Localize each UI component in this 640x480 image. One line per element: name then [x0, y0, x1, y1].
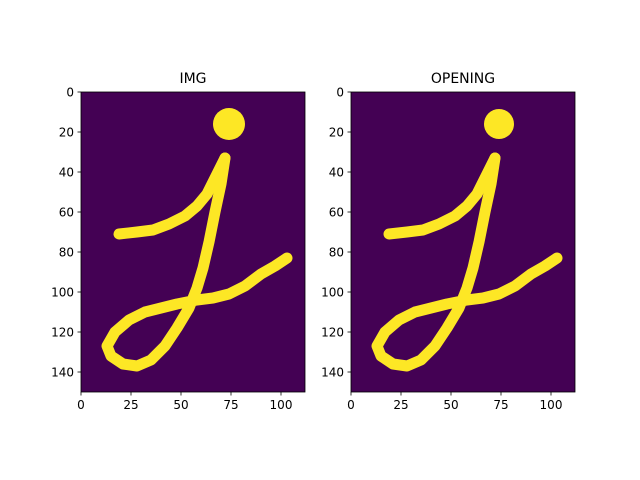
y-tick-label: 100 [321, 285, 344, 299]
img-panel: 0 25 50 75 100 0 20 40 60 80 100 120 140 IMG [51, 71, 306, 412]
y-tick-label: 140 [51, 365, 74, 379]
y-tick-label: 140 [321, 365, 344, 379]
x-tick-label: 25 [393, 398, 408, 412]
y-tick-label: 60 [329, 205, 344, 219]
axes-frame [350, 91, 576, 393]
y-tick-label: 80 [329, 245, 344, 259]
y-tick-label: 120 [321, 325, 344, 339]
image-background [81, 92, 305, 392]
x-tick-label: 75 [223, 398, 238, 412]
glyph-stroke-1 [101, 152, 293, 372]
x-tick-label: 100 [270, 398, 293, 412]
glyph-dot-0 [213, 108, 245, 140]
y-tick-label: 100 [51, 285, 74, 299]
glyph-stroke-0 [113, 152, 231, 240]
x-tick-label: 25 [123, 398, 138, 412]
panel-title: IMG [179, 71, 206, 87]
x-tick-label: 50 [173, 398, 188, 412]
panel-title: OPENING [431, 71, 495, 87]
axes-frame [80, 91, 306, 393]
y-tick-label: 60 [59, 205, 74, 219]
y-tick-label: 0 [336, 85, 344, 99]
y-tick-label: 20 [329, 125, 344, 139]
x-tick-label: 50 [443, 398, 458, 412]
x-tick-label: 0 [77, 398, 85, 412]
image-background [351, 92, 575, 392]
x-tick-label: 0 [347, 398, 355, 412]
image-foreground [101, 108, 293, 372]
y-tick-label: 0 [66, 85, 74, 99]
y-tick-label: 40 [59, 165, 74, 179]
y-tick-label: 80 [59, 245, 74, 259]
y-tick-label: 40 [329, 165, 344, 179]
x-tick-label: 100 [540, 398, 563, 412]
glyph-dot-0 [484, 109, 514, 139]
opening-panel: 0 25 50 75 100 0 20 40 60 80 100 120 140 OPENING [321, 71, 576, 412]
image-foreground [371, 109, 563, 372]
y-tick-label: 20 [59, 125, 74, 139]
y-tick-label: 120 [51, 325, 74, 339]
glyph-stroke-1 [371, 152, 563, 372]
x-tick-label: 75 [493, 398, 508, 412]
glyph-stroke-0 [383, 152, 501, 240]
